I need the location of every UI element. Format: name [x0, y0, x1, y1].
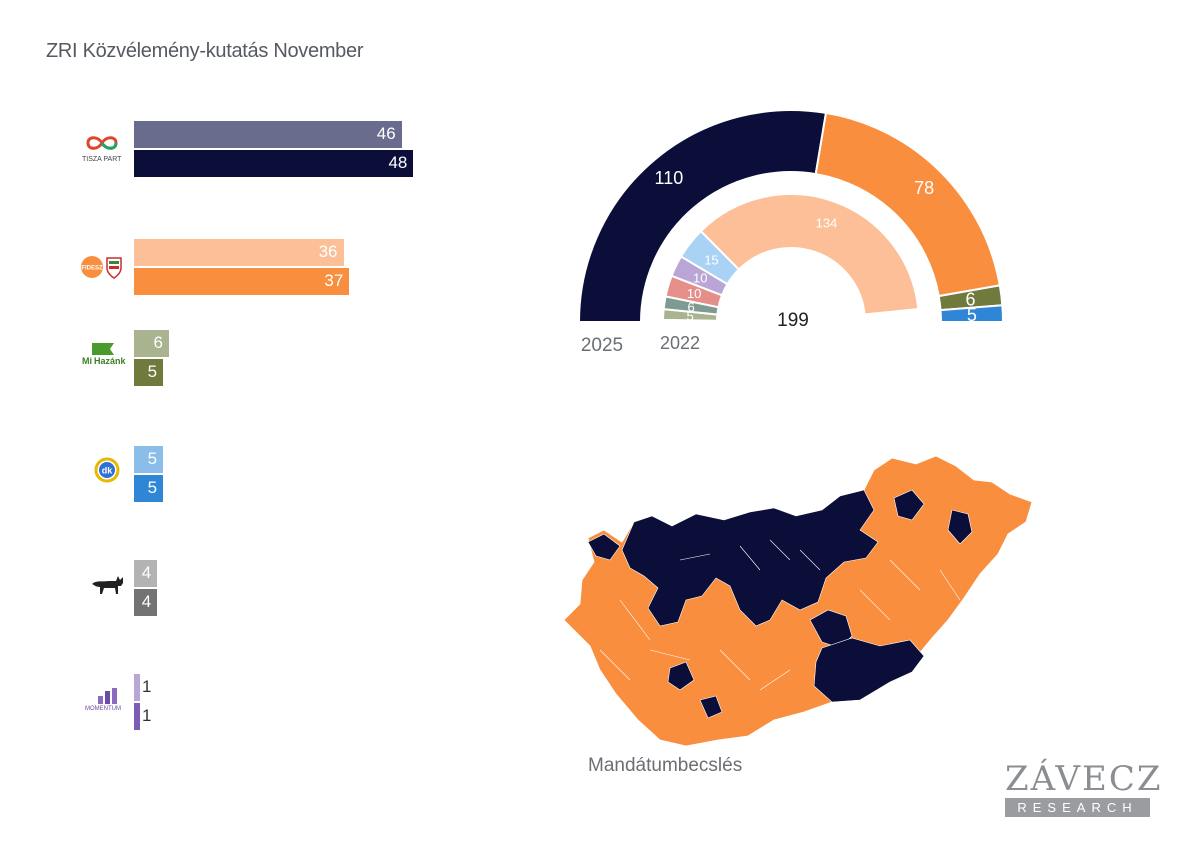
bar-value: 48: [388, 153, 408, 172]
dk-logo-text: dk: [102, 466, 113, 476]
outer-year-label: 2025: [581, 335, 623, 356]
bar-value: 46: [376, 124, 396, 143]
bar-fidesz-prev: 36: [134, 239, 344, 266]
bar-value: 1: [142, 706, 152, 725]
bar-tisza-prev: 46: [134, 121, 402, 148]
momentum-logo-text: MOMENTUM: [85, 706, 121, 712]
brand-sub: RESEARCH: [1005, 798, 1150, 817]
inner-label-momentum: 10: [693, 270, 707, 285]
map-tisza-east: [947, 509, 973, 545]
hungary-district-map: [563, 455, 1033, 747]
outer-label-mi-hazánk: 6: [966, 290, 976, 310]
outer-label-tisza: 110: [655, 168, 684, 188]
fidesz-logo: FIDESZ: [80, 254, 124, 280]
bar-value: 1: [142, 677, 152, 696]
dk-logo: dk: [94, 457, 120, 483]
map-tisza-south-west: [667, 661, 695, 691]
bar-value: 6: [153, 333, 163, 352]
outer-label-dk: 5: [967, 305, 977, 325]
bar-value: 5: [147, 449, 158, 468]
map-caption: Mandátumbecslés: [588, 755, 743, 776]
bar-dk-curr: 5: [134, 475, 164, 502]
outer-label-fidesz: 78: [914, 178, 934, 198]
bar-kutya-prev: 4: [134, 560, 158, 587]
bar-tisza-curr: 48: [134, 150, 414, 177]
inner-label-dk: 15: [704, 252, 718, 267]
bar-fidesz-curr: 37: [134, 268, 350, 295]
chart-title: ZRI Közvélemény-kutatás November: [46, 40, 364, 62]
inner-seg-mi-hazánk: [863, 308, 921, 323]
bar-mi-hazank-prev: 6: [134, 330, 169, 357]
map-district-lines: [599, 539, 961, 691]
bar-mi-hazank-curr: 5: [134, 359, 164, 386]
outer-seg-dk: [939, 304, 1005, 323]
bar-value: 5: [147, 362, 158, 381]
inner-label-fidesz: 134: [816, 216, 838, 231]
bar-momentum-curr: 1: [134, 703, 151, 730]
kutya-logo: [88, 572, 128, 598]
bar-value: 5: [147, 478, 158, 497]
bar-momentum-prev: 1: [134, 674, 151, 701]
map-tisza-northwest: [587, 533, 621, 561]
bar-value: 4: [141, 592, 152, 611]
map-tisza-south: [699, 695, 723, 719]
bar-value: 37: [324, 271, 344, 290]
zavecz-research-logo: ZÁVECZ RESEARCH: [1005, 759, 1163, 817]
map-tisza-southeast: [813, 637, 925, 703]
mi-hazank-logo: Mi Hazánk: [80, 342, 126, 374]
tisza-logo-text: TISZA PART: [82, 156, 122, 163]
seat-total-label: 199: [777, 310, 809, 331]
bar-value: 4: [141, 563, 152, 582]
bar-value: 36: [318, 242, 338, 261]
inner-year-label: 2022: [660, 333, 700, 353]
map-tisza-central: [809, 609, 853, 649]
momentum-logo: MOMENTUM: [84, 688, 132, 716]
fidesz-logo-text: FIDESZ: [81, 266, 103, 272]
inner-label-jobbik: 5: [687, 309, 694, 324]
map-tisza-northeast: [893, 489, 925, 521]
bar-kutya-curr: 4: [134, 589, 158, 616]
bar-dk-prev: 5: [134, 446, 164, 473]
tisza-logo: TISZA PART: [80, 132, 124, 166]
inner-seg-fidesz: [699, 193, 920, 316]
mi-hazank-text-1: Mi: [82, 356, 92, 366]
brand-name: ZÁVECZ: [1005, 759, 1163, 799]
inner-label-mszp: 10: [687, 286, 701, 301]
mi-hazank-text-2: Hazánk: [94, 356, 126, 366]
outer-seg-tisza: [577, 109, 828, 323]
inner-label-párbeszéd: 6: [688, 299, 695, 314]
